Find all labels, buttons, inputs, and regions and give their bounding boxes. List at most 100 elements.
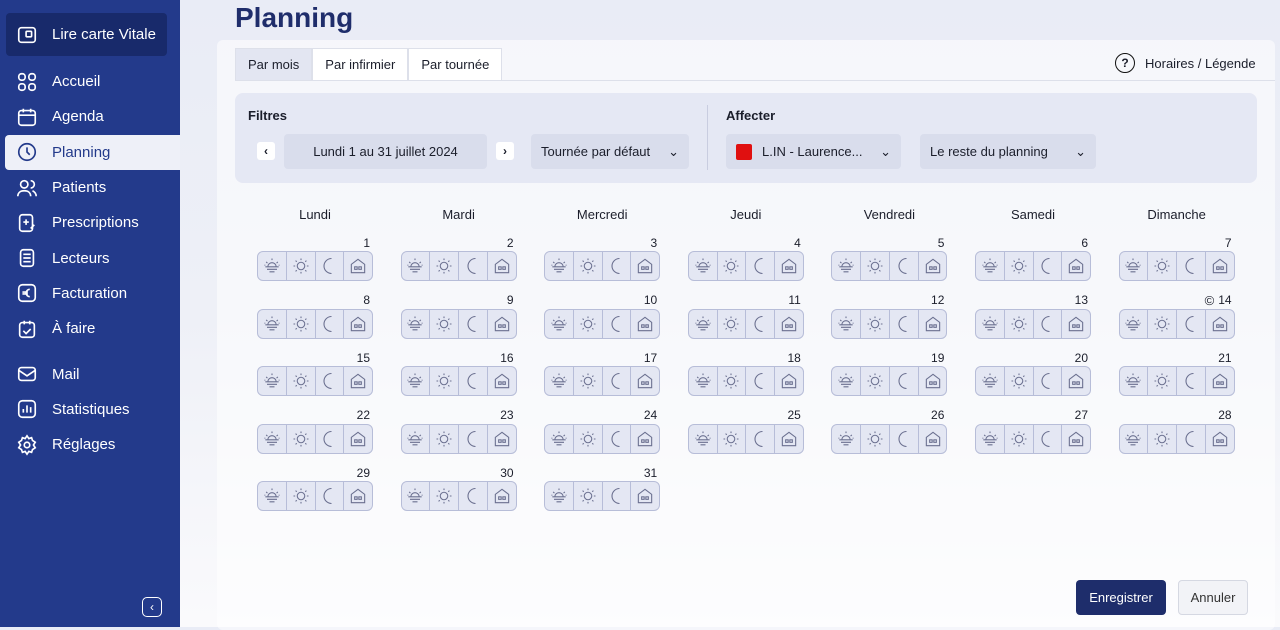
slot-home[interactable] [488, 482, 516, 510]
slot-sunrise[interactable] [258, 367, 287, 395]
slot-home[interactable] [1062, 367, 1090, 395]
slot-sunrise[interactable] [689, 309, 718, 338]
slot-moon[interactable] [1034, 309, 1063, 338]
slot-sun[interactable] [718, 367, 747, 395]
slot-home[interactable] [631, 310, 659, 338]
slot-moon[interactable] [603, 424, 632, 453]
slot-moon[interactable] [1177, 252, 1206, 280]
slot-moon[interactable] [1177, 424, 1206, 453]
slot-moon[interactable] [746, 424, 776, 453]
slot-moon[interactable] [316, 309, 345, 338]
slot-sun[interactable] [861, 424, 890, 453]
slot-moon[interactable] [316, 424, 345, 453]
sidebar-item-accueil[interactable]: Accueil [0, 64, 180, 99]
slot-home[interactable] [631, 482, 659, 510]
slot-sunrise[interactable] [402, 482, 431, 510]
slot-home[interactable] [488, 367, 516, 395]
slot-home[interactable] [488, 252, 516, 280]
sidebar-item-faire[interactable]: À faire [0, 311, 180, 346]
sidebar-item-rglages[interactable]: Réglages [0, 427, 180, 462]
slot-sun[interactable] [430, 367, 460, 395]
slot-sun[interactable] [1005, 309, 1034, 338]
slot-home[interactable] [775, 425, 803, 453]
slot-moon[interactable] [746, 252, 776, 280]
slot-home[interactable] [344, 310, 372, 338]
slot-sunrise[interactable] [832, 252, 862, 280]
slot-sunrise[interactable] [689, 367, 718, 395]
slot-sun[interactable] [861, 309, 890, 338]
hours-legend-link[interactable]: ? Horaires / Légende [1115, 53, 1256, 73]
slot-sunrise[interactable] [545, 424, 574, 453]
slot-sunrise[interactable] [545, 252, 574, 280]
nurse-select[interactable]: L.IN - Laurence... ⌄ [726, 134, 901, 169]
slot-home[interactable] [775, 252, 803, 280]
slot-moon[interactable] [316, 367, 345, 395]
slot-sun[interactable] [430, 424, 460, 453]
slot-sun[interactable] [861, 367, 890, 395]
slot-home[interactable] [631, 425, 659, 453]
slot-sunrise[interactable] [976, 252, 1005, 280]
slot-sunrise[interactable] [545, 309, 574, 338]
sidebar-item-planning[interactable]: Planning [5, 134, 180, 170]
slot-sunrise[interactable] [258, 424, 287, 453]
slot-sun[interactable] [574, 309, 603, 338]
slot-sunrise[interactable] [258, 252, 287, 280]
slot-moon[interactable] [1177, 367, 1206, 395]
slot-sun[interactable] [574, 482, 603, 510]
slot-sunrise[interactable] [832, 309, 862, 338]
slot-sunrise[interactable] [689, 424, 718, 453]
slot-home[interactable] [631, 252, 659, 280]
slot-sun[interactable] [430, 482, 460, 510]
slot-home[interactable] [919, 367, 947, 395]
slot-home[interactable] [631, 367, 659, 395]
slot-moon[interactable] [603, 252, 632, 280]
scope-select[interactable]: Le reste du planning ⌄ [920, 134, 1096, 169]
slot-sun[interactable] [287, 367, 316, 395]
slot-sunrise[interactable] [258, 482, 287, 510]
slot-moon[interactable] [746, 367, 776, 395]
slot-moon[interactable] [459, 424, 488, 453]
slot-sun[interactable] [430, 309, 460, 338]
cancel-button[interactable]: Annuler [1178, 580, 1248, 615]
save-button[interactable]: Enregistrer [1076, 580, 1166, 615]
slot-sunrise[interactable] [402, 309, 431, 338]
next-month-button[interactable]: › [496, 142, 514, 160]
slot-sun[interactable] [1005, 252, 1034, 280]
slot-home[interactable] [775, 310, 803, 338]
slot-moon[interactable] [316, 482, 345, 510]
slot-sun[interactable] [1148, 309, 1178, 338]
slot-moon[interactable] [459, 367, 488, 395]
slot-sunrise[interactable] [832, 424, 862, 453]
slot-home[interactable] [1062, 310, 1090, 338]
slot-moon[interactable] [890, 367, 919, 395]
slot-sunrise[interactable] [1120, 367, 1149, 395]
slot-home[interactable] [1062, 425, 1090, 453]
slot-home[interactable] [919, 310, 947, 338]
slot-home[interactable] [919, 252, 947, 280]
slot-home[interactable] [775, 367, 803, 395]
slot-sunrise[interactable] [689, 252, 718, 280]
slot-sun[interactable] [718, 252, 747, 280]
slot-sun[interactable] [287, 309, 316, 338]
slot-sun[interactable] [1148, 252, 1178, 280]
slot-moon[interactable] [603, 367, 632, 395]
slot-home[interactable] [488, 310, 516, 338]
slot-moon[interactable] [1034, 424, 1063, 453]
sidebar-item-lecteurs[interactable]: Lecteurs [0, 240, 180, 275]
sidebar-item-statistiques[interactable]: Statistiques [0, 392, 180, 427]
slot-home[interactable] [1206, 367, 1234, 395]
sidebar-item-prescriptions[interactable]: Prescriptions [0, 205, 180, 240]
slot-home[interactable] [1206, 252, 1234, 280]
slot-sunrise[interactable] [545, 482, 574, 510]
sidebar-item-agenda[interactable]: Agenda [0, 99, 180, 134]
slot-sun[interactable] [287, 482, 316, 510]
read-vitale-card-button[interactable]: Lire carte Vitale [6, 13, 167, 56]
sidebar-item-mail[interactable]: Mail [0, 356, 180, 391]
slot-moon[interactable] [459, 309, 488, 338]
slot-sun[interactable] [430, 252, 460, 280]
slot-sunrise[interactable] [976, 367, 1005, 395]
slot-sunrise[interactable] [402, 367, 431, 395]
slot-sunrise[interactable] [976, 424, 1005, 453]
slot-sun[interactable] [1148, 367, 1178, 395]
slot-moon[interactable] [1177, 309, 1206, 338]
